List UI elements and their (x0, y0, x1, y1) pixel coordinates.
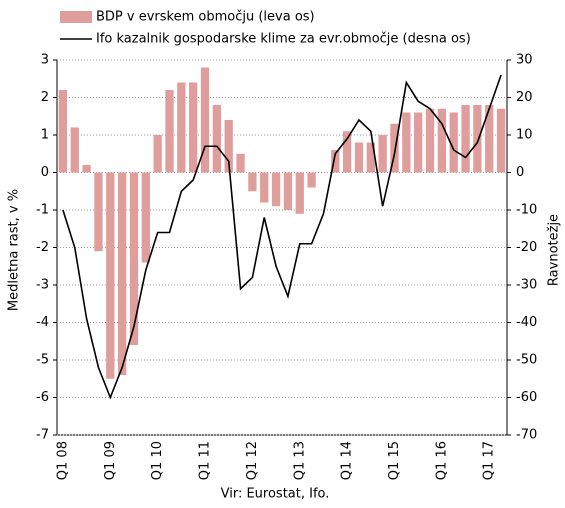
y2-tick-label: -70 (516, 428, 537, 443)
bar (496, 108, 506, 173)
bar (106, 172, 115, 379)
bar (473, 105, 482, 173)
bar (342, 131, 352, 173)
x-tick-label: Q1 14 (340, 441, 355, 480)
x-tick-label: Q1 15 (387, 441, 402, 480)
y2-tick-label: -40 (516, 315, 537, 330)
bar (354, 142, 364, 173)
bar (165, 90, 174, 173)
y-tick-label: -4 (36, 315, 49, 330)
x-tick-label: Q1 13 (292, 441, 307, 480)
bar (461, 105, 470, 173)
y-axis-title: Medletna rast, v % (7, 189, 22, 311)
x-tick-label: Q1 12 (245, 441, 260, 480)
y2-tick-label: -50 (516, 353, 537, 368)
x-tick-label: Q1 16 (434, 441, 449, 480)
y-tick-label: -2 (36, 240, 49, 255)
bar (449, 112, 458, 173)
bar (58, 90, 68, 173)
bar (189, 82, 198, 173)
bar (141, 172, 150, 263)
y2-tick-label: 10 (516, 128, 533, 143)
x-tick-label: Q1 09 (103, 441, 118, 480)
legend-label: BDP v evrskem območju (leva os) (96, 10, 315, 25)
bar (378, 135, 387, 173)
x-tick-label: Q1 17 (482, 441, 497, 480)
y-tick-label: 3 (41, 53, 49, 68)
y2-tick-label: -10 (516, 203, 537, 218)
y-tick-label: 0 (41, 165, 49, 180)
bar (248, 172, 257, 192)
bar (390, 123, 399, 173)
bar (437, 108, 447, 173)
bar (94, 172, 103, 252)
bar (212, 105, 222, 173)
bar (485, 105, 494, 173)
bar (117, 172, 127, 375)
bar (236, 153, 245, 173)
y2-tick-label: 20 (516, 90, 533, 105)
x-tick-label: Q1 11 (198, 441, 213, 480)
y2-tick-label: -60 (516, 390, 537, 405)
bar (271, 172, 281, 207)
bar (283, 172, 293, 210)
legend-label: Ifo kazalnik gospodarske klime za evr.ob… (96, 32, 471, 47)
bar (260, 172, 269, 203)
y-tick-label: -5 (36, 353, 49, 368)
source-note: Vir: Eurostat, Ifo. (221, 487, 330, 502)
bar (153, 135, 162, 173)
y-tick-label: -3 (36, 278, 49, 293)
y2-tick-label: -30 (516, 278, 537, 293)
bar (129, 172, 139, 345)
x-tick-label: Q1 08 (55, 441, 70, 480)
bar (70, 127, 79, 173)
y-tick-label: 2 (41, 90, 49, 105)
y-tick-label: -6 (36, 390, 49, 405)
y2-tick-label: 30 (516, 53, 533, 68)
bar (82, 165, 91, 173)
bar (307, 172, 316, 188)
bar (331, 150, 340, 173)
bar (366, 142, 375, 173)
line (62, 74, 502, 400)
bar (224, 120, 233, 173)
y-tick-label: -1 (36, 203, 49, 218)
y2-axis-title: Ravnotežje (547, 214, 562, 286)
bar (295, 172, 304, 214)
x-tick-label: Q1 10 (150, 441, 165, 480)
bar (200, 67, 210, 173)
bar (425, 108, 435, 173)
y-tick-label: 1 (41, 128, 49, 143)
y2-tick-label: 0 (516, 165, 524, 180)
y2-tick-label: -20 (516, 240, 537, 255)
legend-swatch (60, 11, 92, 23)
bar (414, 112, 423, 173)
bar (177, 82, 186, 173)
y-tick-label: -7 (36, 428, 49, 443)
bar (402, 112, 411, 173)
